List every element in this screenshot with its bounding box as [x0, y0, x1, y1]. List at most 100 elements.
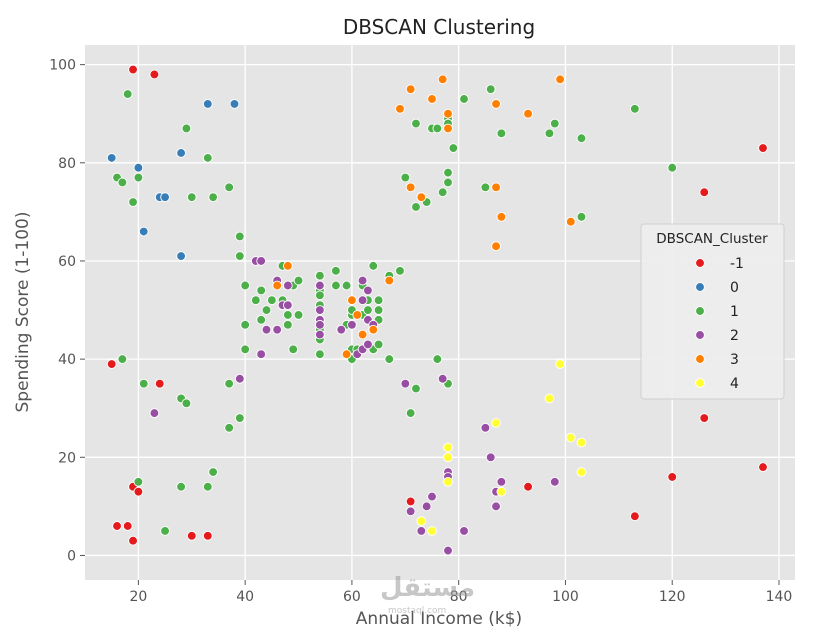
y-axis-label: Spending Score (1-100): [13, 212, 33, 413]
point-cluster--1: [128, 64, 138, 75]
y-tick-label: 0: [67, 548, 76, 564]
y-tick-label: 80: [58, 156, 76, 172]
point-cluster--1: [133, 486, 144, 497]
point-cluster-2: [315, 280, 325, 291]
point-cluster-4: [576, 467, 587, 477]
point-cluster-2: [256, 256, 267, 266]
point-cluster-1: [128, 197, 138, 207]
legend-marker-2: [695, 330, 705, 340]
point-cluster-4: [427, 526, 437, 536]
point-cluster-3: [496, 211, 507, 222]
point-cluster-3: [565, 216, 576, 227]
point-cluster-0: [176, 251, 186, 261]
point-cluster-1: [176, 481, 186, 492]
point-cluster-1: [186, 192, 197, 203]
point-cluster--1: [699, 413, 710, 423]
legend-box: [640, 223, 785, 400]
point-cluster-1: [437, 187, 448, 198]
point-cluster-4: [576, 437, 587, 448]
point-cluster-4: [555, 359, 565, 369]
point-cluster-1: [117, 177, 128, 188]
point-cluster-2: [427, 491, 437, 502]
point-cluster-1: [283, 319, 293, 330]
y-tick-label: 100: [49, 58, 76, 74]
point-cluster-3: [491, 241, 501, 252]
point-cluster-2: [347, 319, 357, 330]
x-tick-label: 60: [343, 589, 361, 605]
point-cluster-3: [523, 108, 533, 119]
data-points: [106, 64, 768, 556]
point-cluster-1: [293, 310, 304, 320]
point-cluster-1: [363, 305, 373, 315]
point-cluster-3: [427, 94, 437, 104]
point-cluster-0: [229, 99, 240, 109]
point-cluster-2: [549, 476, 560, 487]
point-cluster-1: [443, 177, 453, 188]
point-cluster-1: [432, 123, 443, 134]
point-cluster-1: [256, 315, 267, 325]
point-cluster-2: [363, 339, 373, 350]
point-cluster-1: [544, 128, 555, 139]
point-cluster-4: [491, 418, 501, 428]
point-cluster-1: [315, 290, 325, 301]
legend-marker-4: [695, 378, 705, 388]
point-cluster-4: [416, 516, 427, 526]
legend-label: 3: [730, 352, 739, 368]
y-axis-ticks: 0 20 40 60 80 100: [49, 58, 85, 564]
point-cluster--1: [405, 496, 416, 507]
y-tick-label: 40: [58, 352, 76, 368]
point-cluster-3: [491, 99, 501, 109]
point-cluster-1: [224, 182, 234, 193]
point-cluster-4: [443, 452, 453, 463]
point-cluster-3: [352, 310, 363, 320]
point-cluster-1: [208, 192, 218, 203]
point-cluster-1: [288, 344, 299, 355]
legend-label: 1: [730, 304, 739, 320]
point-cluster-0: [138, 226, 149, 237]
point-cluster-1: [202, 481, 213, 492]
point-cluster-1: [576, 133, 587, 144]
point-cluster-1: [373, 305, 384, 315]
point-cluster-1: [373, 339, 384, 350]
legend-marker--1: [695, 258, 705, 268]
point-cluster-1: [331, 265, 341, 276]
point-cluster-1: [432, 354, 443, 364]
point-cluster-2: [405, 506, 416, 517]
point-cluster-1: [293, 275, 304, 286]
point-cluster--1: [186, 530, 197, 541]
svg-text:mostaql.com: mostaql.com: [388, 606, 446, 616]
point-cluster-1: [240, 280, 251, 291]
legend-label: 2: [730, 328, 739, 344]
point-cluster-1: [234, 413, 245, 423]
svg-text:مستقل: مستقل: [380, 573, 475, 603]
point-cluster-2: [400, 378, 411, 389]
y-tick-label: 20: [58, 450, 76, 466]
point-cluster-1: [315, 270, 325, 281]
point-cluster-1: [448, 143, 459, 153]
point-cluster-4: [443, 442, 453, 453]
point-cluster-1: [384, 354, 395, 364]
legend-marker-3: [695, 354, 705, 364]
point-cluster-1: [261, 305, 272, 315]
point-cluster-3: [368, 324, 379, 335]
point-cluster-1: [368, 261, 379, 271]
point-cluster-2: [459, 526, 469, 536]
legend-label: 0: [730, 280, 739, 296]
legend-marker-0: [695, 282, 705, 292]
point-cluster--1: [758, 143, 768, 153]
point-cluster-0: [133, 162, 144, 173]
point-cluster-0: [202, 99, 213, 109]
x-tick-label: 100: [552, 589, 579, 605]
point-cluster-1: [405, 408, 416, 418]
point-cluster--1: [523, 481, 533, 492]
point-cluster-3: [272, 280, 283, 291]
y-tick-label: 60: [58, 254, 76, 270]
point-cluster-2: [261, 324, 272, 335]
point-cluster-3: [443, 123, 453, 134]
point-cluster-1: [250, 295, 261, 306]
legend-marker-1: [695, 306, 705, 316]
point-cluster-3: [347, 295, 357, 306]
point-cluster-1: [576, 211, 587, 222]
point-cluster-1: [411, 118, 421, 129]
point-cluster-1: [459, 94, 469, 104]
